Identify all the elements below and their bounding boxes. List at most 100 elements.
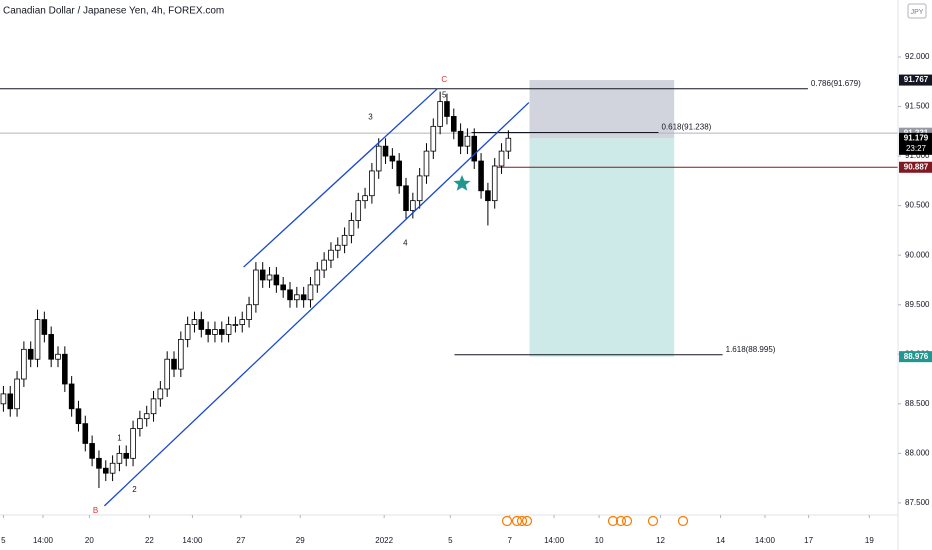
candle-body: [382, 145, 389, 157]
wave-label: 5: [442, 91, 447, 100]
candle-body: [34, 319, 41, 360]
candle-body: [191, 319, 198, 325]
x-tick-label: 20: [85, 536, 94, 545]
candle-body: [157, 388, 164, 400]
candle-body: [246, 304, 252, 320]
candle-body: [280, 284, 286, 291]
candle-body: [130, 428, 136, 459]
event-icon: [621, 515, 633, 527]
candle-body: [150, 398, 157, 415]
currency-box: JPY: [907, 3, 927, 19]
candle-body: [109, 462, 116, 474]
y-tick-label: 90.500: [905, 201, 930, 210]
candle-body: [375, 145, 382, 172]
wave-label: 1: [117, 434, 122, 443]
event-icon: [677, 515, 689, 527]
currency-frame: [907, 3, 927, 19]
candle-body: [471, 135, 478, 162]
event-icon: [501, 515, 513, 527]
price-badge: [899, 351, 932, 363]
candle-body: [505, 137, 512, 152]
candle-body: [171, 358, 177, 370]
event-icons: [501, 515, 689, 527]
x-tick-label: 14:00: [544, 536, 565, 545]
x-tick-label: 14: [716, 536, 725, 545]
candle-body: [266, 274, 273, 281]
candle-body: [341, 234, 348, 246]
candle-body: [328, 249, 334, 261]
candle-body: [437, 101, 443, 127]
y-tick-label: 91.500: [905, 102, 930, 111]
x-tick-label: 27: [236, 536, 245, 545]
candle-body: [232, 324, 239, 326]
candle-body: [143, 413, 150, 420]
wave-label: B: [93, 506, 98, 515]
price-badge: [899, 161, 932, 173]
candle-body: [41, 319, 48, 335]
candle-body: [205, 329, 211, 335]
y-tick-label: 92.000: [905, 52, 930, 61]
candle-body: [491, 165, 498, 202]
price-badge: [899, 132, 932, 155]
price-badge-label: 88.976: [904, 352, 929, 361]
candle-body: [348, 220, 355, 236]
candle-body: [464, 135, 471, 147]
candle-body: [259, 269, 266, 281]
candle-body: [184, 324, 191, 340]
x-tick-label: 12: [656, 536, 665, 545]
candle-body: [430, 125, 437, 152]
event-icon: [607, 515, 619, 527]
y-tick-label: 91.000: [905, 151, 930, 160]
stop-zone: [529, 138, 675, 357]
candle-body: [300, 294, 307, 301]
candle-body: [362, 195, 368, 202]
candle-body: [321, 259, 327, 271]
wave-label: 3: [368, 113, 373, 122]
candle-body: [7, 393, 14, 410]
x-tick-label: 7: [508, 536, 513, 545]
candle-body: [416, 175, 423, 202]
y-tick-label: 89.500: [905, 300, 930, 309]
candle-body: [55, 353, 61, 360]
candle-body: [355, 200, 362, 221]
candle-body: [450, 116, 457, 132]
event-icon: [516, 515, 528, 527]
wave-label: 4: [403, 238, 408, 247]
event-icon: [511, 515, 523, 527]
candle-body: [164, 358, 170, 390]
price-badge-countdown: 23:27: [906, 144, 927, 153]
target-zone: [529, 80, 675, 139]
candle-body: [48, 334, 54, 360]
candle-body: [137, 418, 143, 429]
x-tick-label: 19: [865, 536, 874, 545]
candle-body: [96, 457, 102, 469]
candle-body: [444, 101, 450, 117]
candle-body: [369, 170, 375, 197]
candle-body: [334, 244, 341, 251]
candle-body: [82, 423, 89, 444]
candle-body: [410, 200, 416, 211]
axes: 87.50088.00088.50089.00089.50090.00090.5…: [1, 52, 932, 545]
wave-label: 2: [132, 485, 137, 494]
fib-label: 1.618(88.995): [726, 345, 776, 354]
y-tick-label: 90.000: [905, 250, 930, 259]
candle-body: [14, 378, 20, 410]
fib-label: 0.618(91.238): [661, 123, 711, 132]
event-icon: [647, 515, 659, 527]
currency: JPY: [911, 9, 924, 16]
x-tick-label: 29: [296, 536, 305, 545]
candle-body: [178, 339, 184, 370]
candle-body: [123, 452, 130, 459]
x-tick-label: 17: [804, 536, 813, 545]
candle-body: [0, 393, 7, 405]
candle-body: [457, 130, 464, 147]
x-tick-label: 2022: [375, 536, 393, 545]
candle-body: [68, 383, 75, 410]
chart-title: Canadian Dollar / Japanese Yen, 4h, FORE…: [3, 6, 224, 17]
wave-label: C: [441, 75, 447, 84]
candle-body: [287, 289, 293, 301]
y-tick-label: 88.000: [905, 448, 930, 457]
candle-body: [294, 294, 300, 301]
event-icon: [615, 515, 627, 527]
